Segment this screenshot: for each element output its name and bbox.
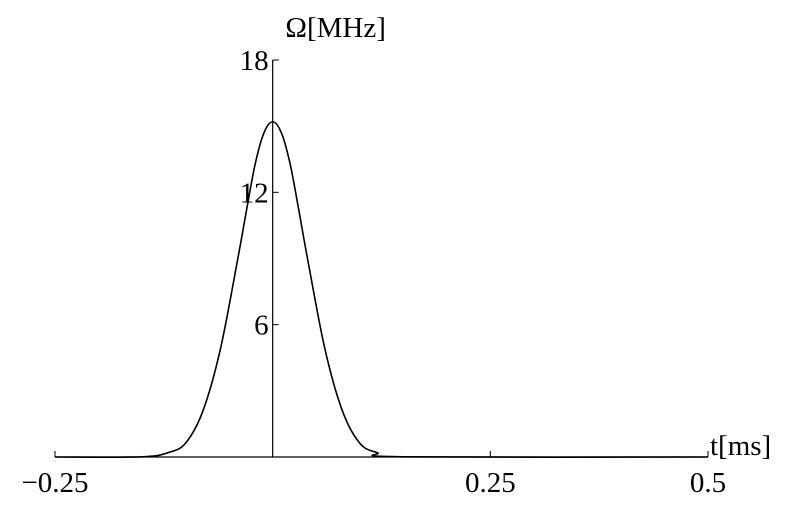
x-tick-label: 0.5 xyxy=(690,467,726,499)
y-tick-label: 12 xyxy=(240,177,269,209)
series-line xyxy=(54,120,709,458)
y-axis-label: Ω[MHz] xyxy=(285,12,385,44)
x-axis-label: t[ms] xyxy=(710,430,771,462)
axes xyxy=(55,60,708,458)
y-tick-label: 6 xyxy=(254,310,269,342)
ticks: −0.25 0.25 0.5 6 12 18 xyxy=(21,45,726,499)
x-tick-label: 0.25 xyxy=(465,467,516,499)
x-tick-label: −0.25 xyxy=(21,467,88,499)
y-tick-label: 18 xyxy=(240,45,269,77)
